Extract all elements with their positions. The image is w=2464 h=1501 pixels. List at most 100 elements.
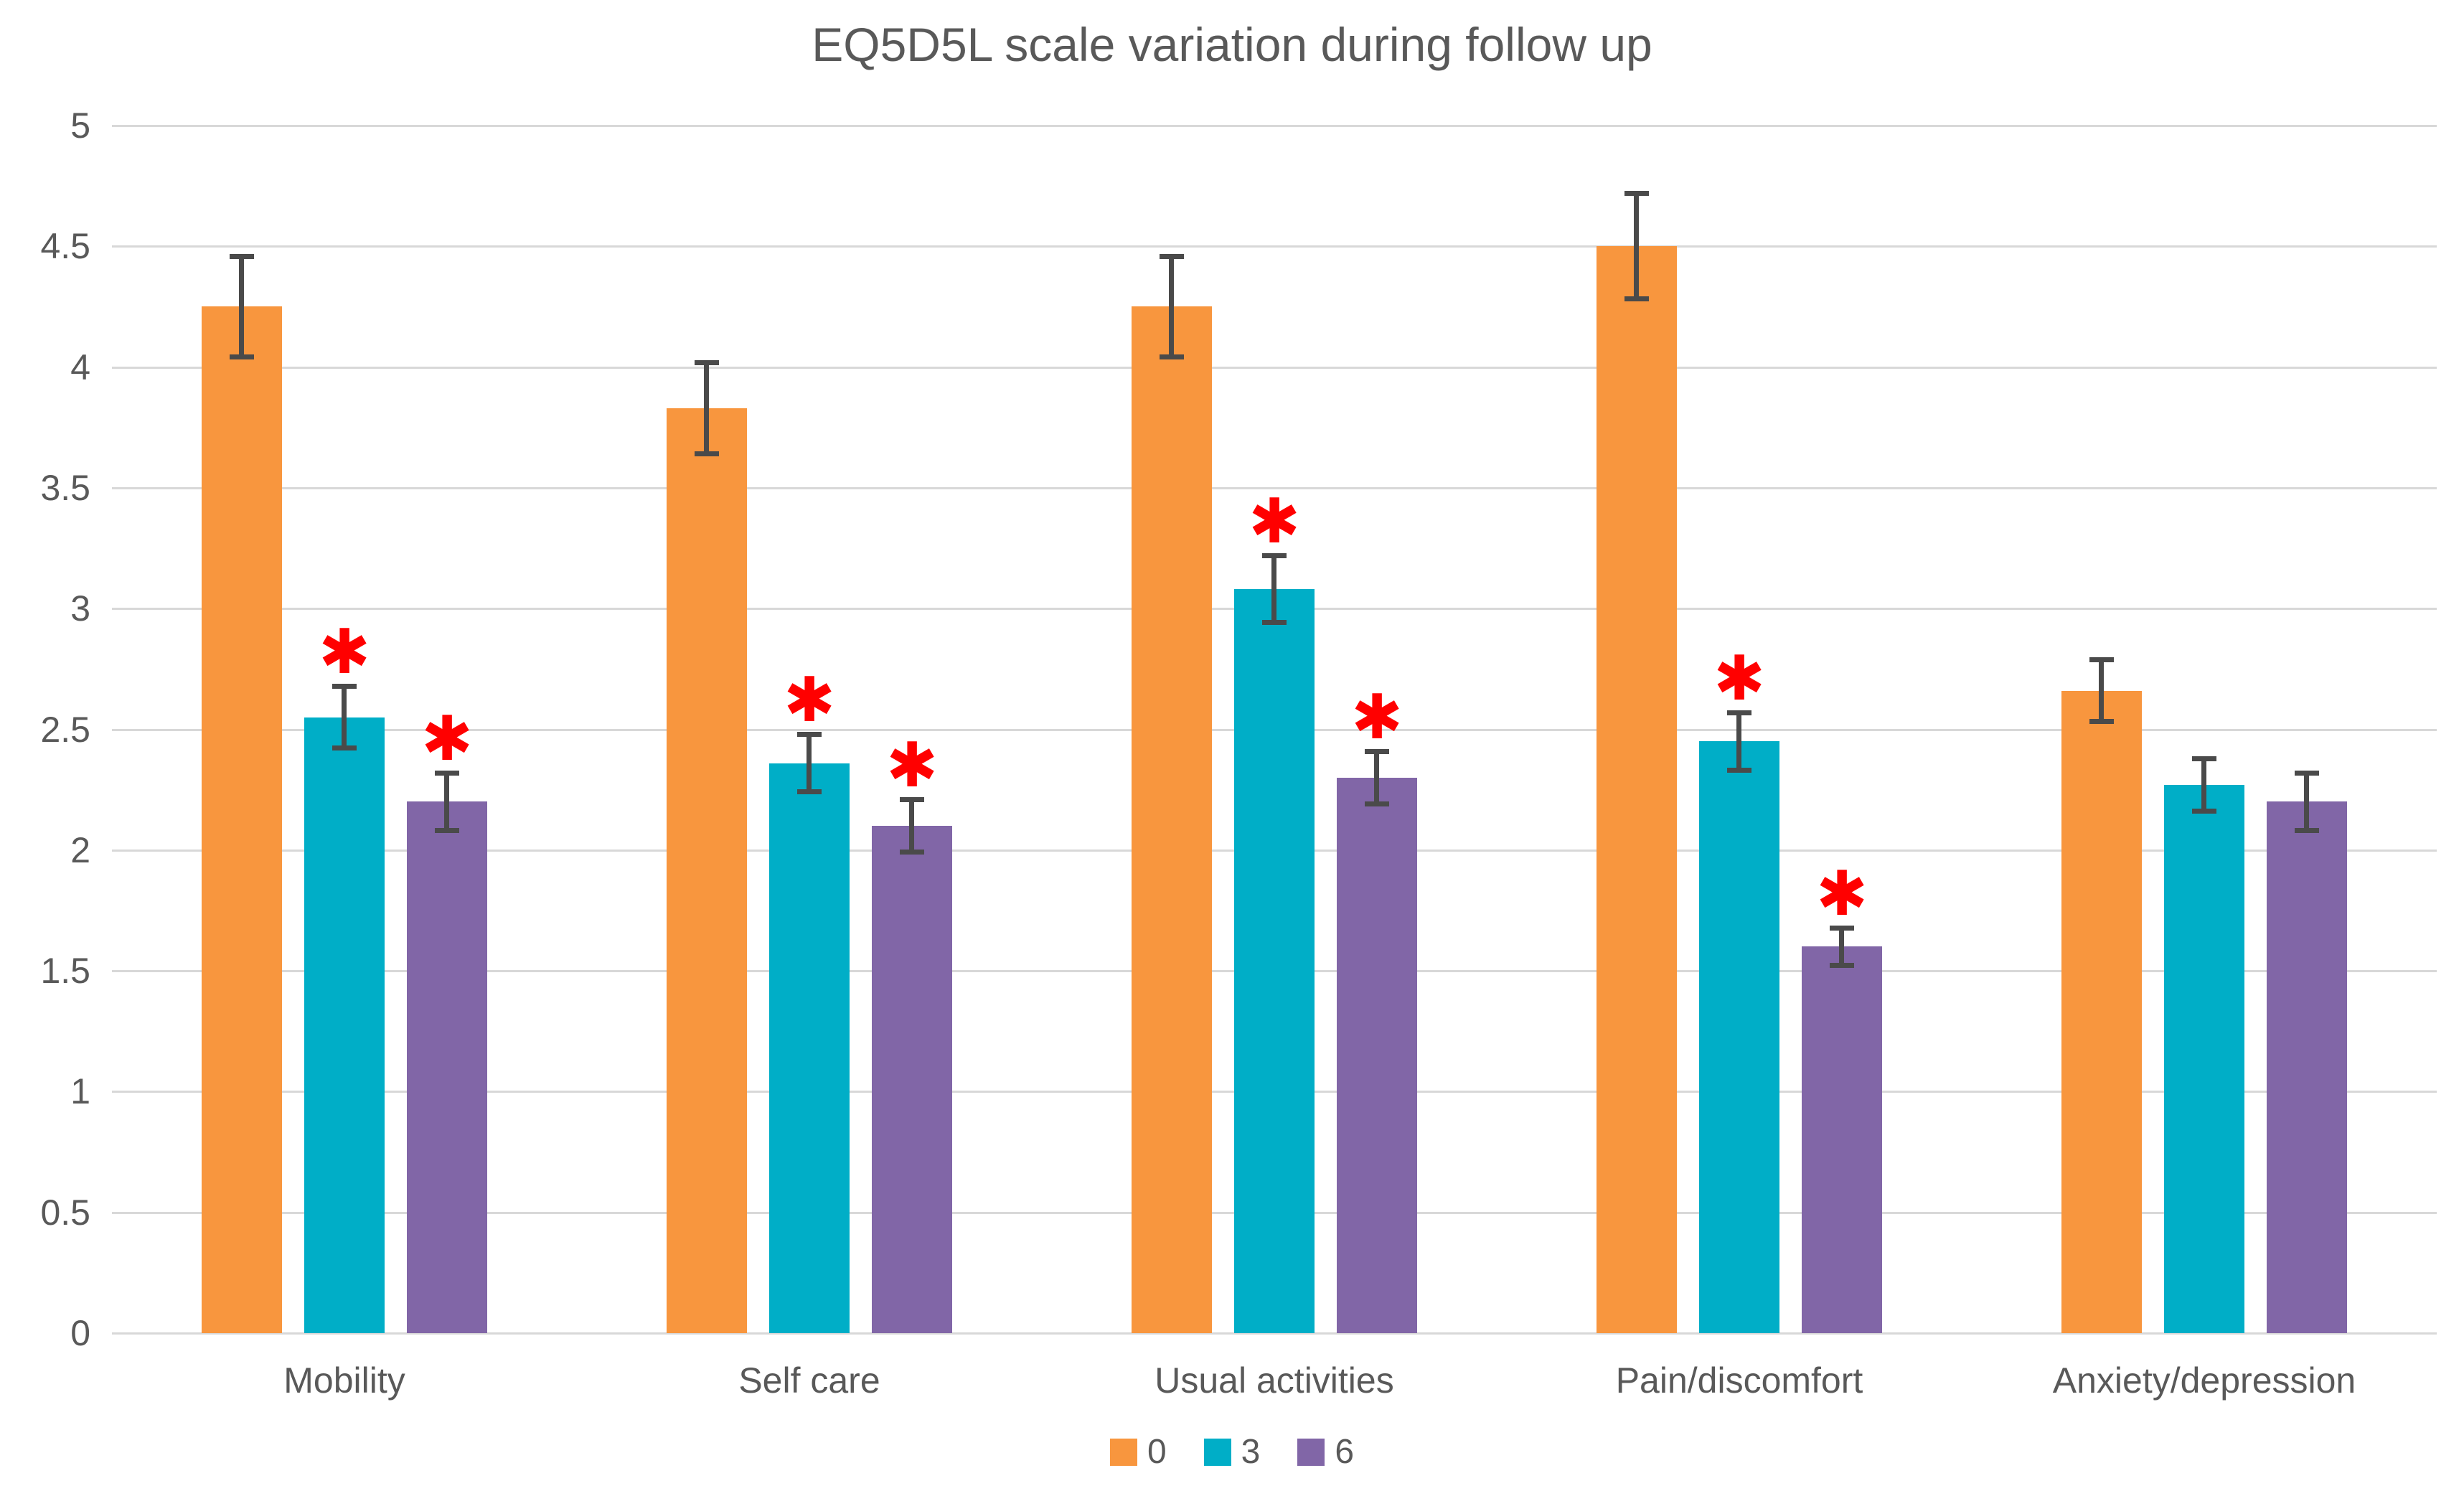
error-bar (444, 773, 449, 831)
bar (769, 763, 850, 1333)
error-cap-top (1830, 925, 1854, 931)
x-axis-label: Anxiety/depression (2052, 1360, 2356, 1401)
error-cap-bottom (900, 850, 924, 855)
bar-slot: ✱ (407, 126, 487, 1333)
bar (2061, 690, 2142, 1333)
legend-swatch (1109, 1439, 1137, 1466)
error-cap-bottom (797, 789, 822, 795)
bar-group: ✱ ✱ (112, 126, 577, 1333)
bar-slot: ✱ (872, 126, 952, 1333)
bar (2267, 801, 2347, 1333)
error-cap-bottom (2192, 808, 2216, 814)
bar-slot (1132, 126, 1212, 1333)
error-bar (2099, 659, 2104, 723)
error-bar (1271, 555, 1276, 624)
error-bar (1374, 750, 1379, 804)
y-axis-label: 4.5 (40, 226, 90, 267)
bar-slot (1597, 126, 1677, 1333)
significance-asterisk: ✱ (1713, 642, 1766, 715)
gridline (112, 366, 2437, 369)
error-cap-bottom (435, 827, 459, 833)
y-axis-label: 1.5 (40, 951, 90, 992)
error-cap-top (1365, 748, 1389, 754)
bar (407, 801, 487, 1333)
gridline (112, 245, 2437, 248)
x-axis-label: Pain/discomfort (1615, 1360, 1863, 1401)
bar-group: ✱ ✱ (1507, 126, 1972, 1333)
error-bar (1169, 255, 1174, 358)
y-axis-label: 2 (70, 829, 90, 870)
error-cap-top (230, 253, 254, 259)
bar-slot (2267, 126, 2347, 1333)
error-bar (807, 734, 812, 793)
bar (1699, 741, 1779, 1333)
error-cap-top (900, 797, 924, 803)
error-cap-top (1160, 253, 1184, 259)
error-cap-bottom (1160, 354, 1184, 360)
bar (1597, 246, 1677, 1333)
error-cap-bottom (2295, 827, 2319, 833)
error-bar (342, 685, 347, 749)
significance-asterisk: ✱ (1815, 857, 1868, 930)
error-cap-top (797, 732, 822, 738)
chart-title: EQ5D5L scale variation during follow up (812, 18, 1652, 71)
error-cap-top (1727, 710, 1751, 715)
gridline (112, 486, 2437, 489)
bar-slot: ✱ (769, 126, 850, 1333)
bar (2164, 784, 2244, 1333)
x-axis: Mobility Self care Usual activities Pain/di… (112, 1360, 2437, 1411)
legend-item: 0 (1109, 1435, 1167, 1469)
error-cap-bottom (2089, 719, 2114, 725)
significance-asterisk: ✱ (420, 703, 474, 776)
error-bar (1839, 927, 1844, 966)
significance-asterisk: ✱ (318, 616, 371, 688)
bar-slot: ✱ (1234, 126, 1315, 1333)
error-bar (2304, 773, 2309, 831)
x-axis-label: Usual activities (1155, 1360, 1394, 1401)
legend-label: 6 (1335, 1433, 1355, 1471)
error-cap-top (2295, 771, 2319, 776)
bar-slot (2061, 126, 2142, 1333)
error-cap-top (1262, 553, 1287, 559)
error-bar (1736, 712, 1741, 771)
y-axis-label: 5 (70, 105, 90, 146)
error-cap-top (2089, 657, 2114, 662)
error-bar (1634, 193, 1639, 300)
plot-area: ✱ ✱ ✱ ✱ ✱ ✱ ✱ ✱ (112, 125, 2437, 1335)
error-bar (2201, 758, 2206, 811)
error-cap-top (1624, 191, 1649, 197)
y-axis-label: 0.5 (40, 1192, 90, 1233)
legend-swatch (1297, 1439, 1325, 1466)
gridline (112, 125, 2437, 127)
bar (202, 306, 282, 1333)
bar-slot (667, 126, 747, 1333)
error-cap-bottom (1365, 801, 1389, 806)
bar (1132, 306, 1212, 1333)
bar (1234, 589, 1315, 1333)
bar (1802, 946, 1882, 1333)
y-axis-label: 2.5 (40, 709, 90, 750)
y-axis-label: 3.5 (40, 467, 90, 508)
error-cap-bottom (1262, 620, 1287, 626)
error-bar (704, 362, 709, 454)
bar-slot: ✱ (304, 126, 385, 1333)
legend: 0 3 6 (0, 1435, 2464, 1469)
bar-slot (2164, 126, 2244, 1333)
error-cap-bottom (1830, 963, 1854, 969)
error-cap-bottom (230, 354, 254, 360)
error-cap-top (332, 683, 357, 689)
significance-asterisk: ✱ (783, 664, 836, 737)
y-axis-label: 4 (70, 347, 90, 387)
legend-item: 3 (1203, 1435, 1260, 1469)
error-cap-top (695, 359, 719, 365)
x-axis-label: Mobility (283, 1360, 405, 1401)
error-cap-bottom (332, 745, 357, 751)
error-cap-bottom (695, 451, 719, 456)
y-axis-label: 1 (70, 1071, 90, 1112)
y-axis-label: 0 (70, 1313, 90, 1353)
error-bar (239, 255, 244, 358)
bar-slot: ✱ (1802, 126, 1882, 1333)
bar-slot: ✱ (1699, 126, 1779, 1333)
bar (304, 717, 385, 1333)
